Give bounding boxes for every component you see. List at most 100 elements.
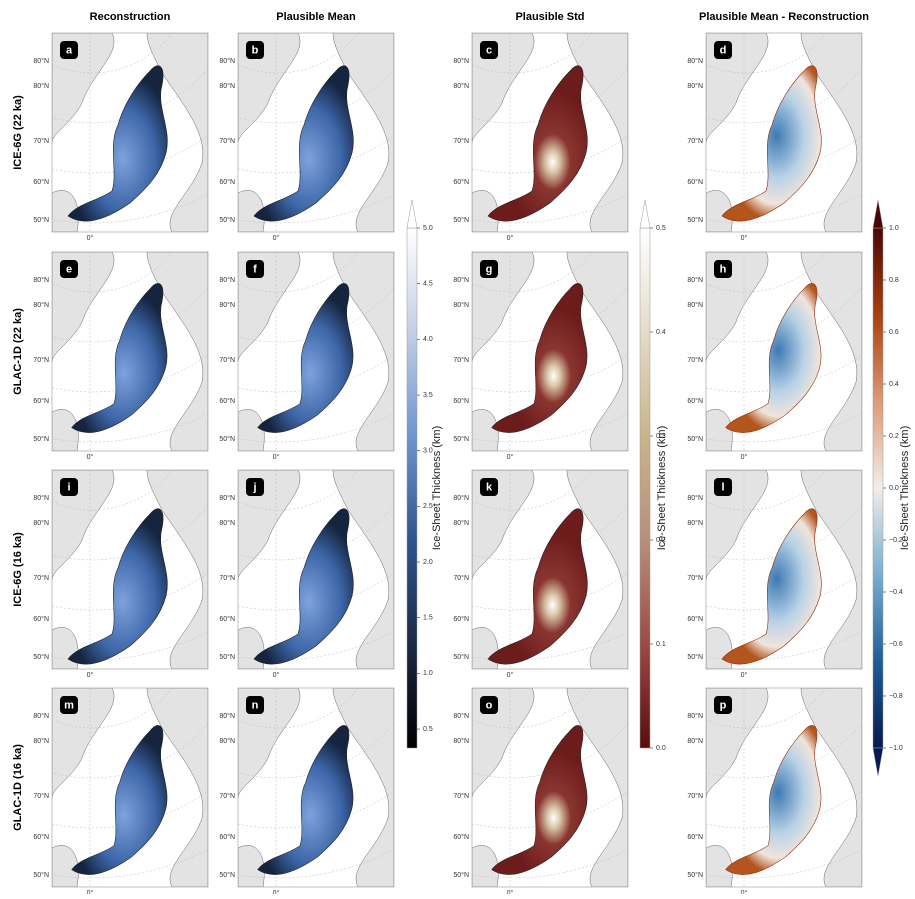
lon-label: 0°: [273, 234, 280, 242]
colorbar: [407, 228, 417, 748]
panel-letter: o: [486, 699, 493, 711]
panel-letter: d: [720, 44, 727, 56]
colorbar-tick-label: 4.5: [423, 281, 433, 288]
lat-label: 50°N: [219, 435, 235, 443]
lat-label: 50°N: [33, 653, 49, 661]
lat-label: 60°N: [219, 833, 235, 841]
lat-label: 80°N: [33, 57, 49, 65]
colorbar-tick-label: −0.4: [889, 589, 903, 596]
lat-label: 50°N: [687, 653, 703, 661]
colorbar-label: Ice-Sheet Thickness (km): [656, 426, 668, 551]
colorbar-tick-label: 0.4: [656, 329, 666, 336]
lat-label: 60°N: [219, 178, 235, 186]
lat-label: 60°N: [33, 833, 49, 841]
lat-label: 80°N: [687, 276, 703, 284]
lat-label: 60°N: [453, 397, 469, 405]
lat-label: 70°N: [453, 356, 469, 364]
colorbar-tick-label: 1.0: [889, 225, 899, 232]
column-title: Plausible Std: [515, 11, 584, 23]
panel-letter: p: [720, 699, 727, 711]
lat-label: 60°N: [33, 397, 49, 405]
lat-label: 50°N: [33, 435, 49, 443]
lat-label: 80°N: [453, 737, 469, 745]
colorbar-tick-label: −0.8: [889, 693, 903, 700]
lat-label: 80°N: [33, 737, 49, 745]
lon-label: 0°: [741, 889, 748, 894]
lat-label: 80°N: [687, 712, 703, 720]
lon-label: 0°: [273, 889, 280, 894]
lat-label: 60°N: [453, 833, 469, 841]
lat-label: 80°N: [33, 301, 49, 309]
colorbar-tick-label: 0.5: [423, 726, 433, 733]
row-label: GLAC-1D (22 ka): [12, 308, 24, 395]
lat-label: 80°N: [219, 82, 235, 90]
lat-label: 70°N: [453, 792, 469, 800]
colorbar-extend: [407, 200, 417, 228]
lon-label: 0°: [273, 671, 280, 679]
colorbar-tick-label: 3.5: [423, 392, 433, 399]
lat-label: 70°N: [219, 356, 235, 364]
lat-label: 80°N: [33, 276, 49, 284]
lat-label: 60°N: [33, 615, 49, 623]
lat-label: 60°N: [687, 833, 703, 841]
lat-label: 80°N: [219, 494, 235, 502]
colorbar-tick-label: 5.0: [423, 225, 433, 232]
lat-label: 80°N: [687, 82, 703, 90]
panel-letter: f: [253, 263, 257, 275]
lat-label: 80°N: [33, 519, 49, 527]
colorbar-tick-label: 0.2: [889, 433, 899, 440]
lon-label: 0°: [507, 453, 514, 461]
panel-letter: i: [67, 481, 70, 493]
lat-label: 80°N: [219, 301, 235, 309]
column-title: Reconstruction: [90, 11, 171, 23]
lon-label: 0°: [507, 889, 514, 894]
colorbar-tick-label: 0.4: [889, 381, 899, 388]
lon-label: 0°: [87, 234, 94, 242]
lat-label: 80°N: [219, 519, 235, 527]
lat-label: 50°N: [219, 653, 235, 661]
lat-label: 60°N: [453, 615, 469, 623]
lat-label: 60°N: [219, 615, 235, 623]
panel-letter: a: [66, 44, 73, 56]
panel-letter: m: [64, 699, 74, 711]
panel-letter: j: [252, 481, 256, 493]
lat-label: 80°N: [33, 712, 49, 720]
lat-label: 50°N: [453, 653, 469, 661]
lat-label: 60°N: [687, 178, 703, 186]
colorbar-tick-label: 0.0: [889, 485, 899, 492]
lat-label: 80°N: [687, 519, 703, 527]
colorbar-tick-label: 1.0: [423, 670, 433, 677]
figure: ReconstructionPlausible MeanPlausible St…: [0, 0, 915, 894]
lat-label: 70°N: [687, 356, 703, 364]
lat-label: 50°N: [453, 871, 469, 879]
lat-label: 50°N: [219, 871, 235, 879]
lon-label: 0°: [741, 234, 748, 242]
row-label: ICE-6G (22 ka): [12, 95, 24, 170]
colorbar-tick-label: 1.5: [423, 615, 433, 622]
lon-label: 0°: [741, 453, 748, 461]
lat-label: 70°N: [219, 792, 235, 800]
lat-label: 80°N: [453, 712, 469, 720]
lat-label: 60°N: [219, 397, 235, 405]
colorbar-extend: [640, 200, 650, 228]
lon-label: 0°: [87, 671, 94, 679]
lat-label: 70°N: [219, 137, 235, 145]
panel-letter: g: [486, 263, 493, 275]
lat-label: 80°N: [453, 276, 469, 284]
lat-label: 70°N: [687, 574, 703, 582]
lat-label: 50°N: [33, 871, 49, 879]
lat-label: 70°N: [33, 792, 49, 800]
colorbar-tick-label: 0.5: [656, 225, 666, 232]
lat-label: 80°N: [453, 494, 469, 502]
lat-label: 80°N: [219, 276, 235, 284]
colorbar-tick-label: 2.0: [423, 559, 433, 566]
lat-label: 80°N: [453, 57, 469, 65]
colorbar-label: Ice-Sheet Thickness (km): [899, 426, 911, 551]
row-label: ICE-6G (16 ka): [12, 532, 24, 607]
lat-label: 80°N: [219, 737, 235, 745]
colorbar-tick-label: 0.6: [889, 329, 899, 336]
lat-label: 60°N: [687, 397, 703, 405]
lat-label: 70°N: [453, 137, 469, 145]
panel-letter: e: [66, 263, 72, 275]
colorbar-tick-label: 4.0: [423, 336, 433, 343]
